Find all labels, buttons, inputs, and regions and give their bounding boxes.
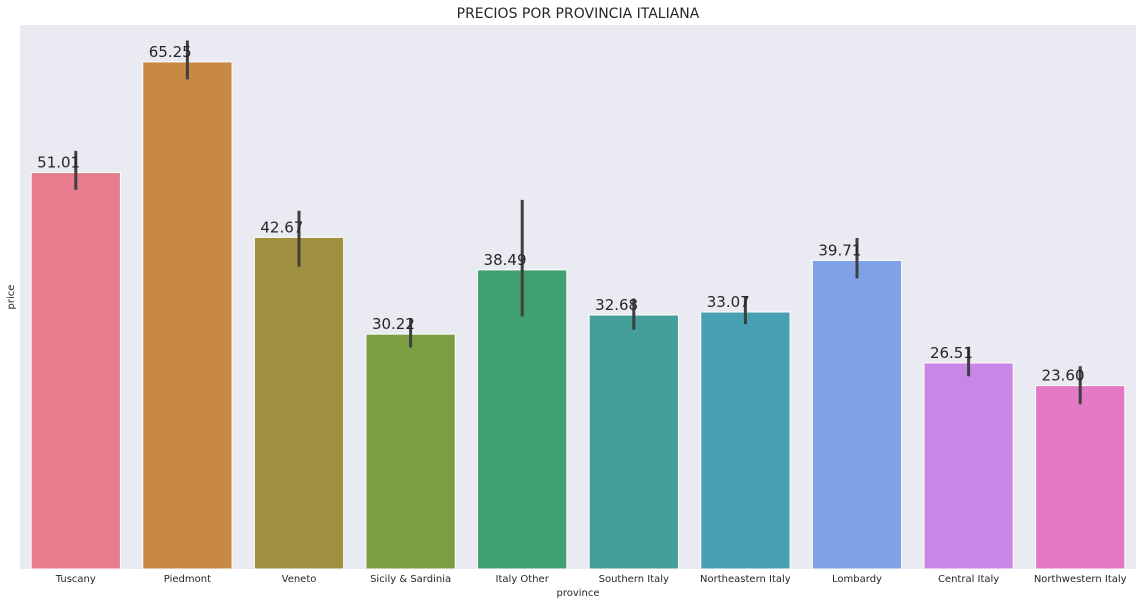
data-label-central-italy: 26.51 xyxy=(930,344,973,362)
bar-southern-italy xyxy=(588,314,679,570)
error-bars-group xyxy=(74,40,1082,405)
bar-central-italy xyxy=(923,362,1014,570)
x-tick-label-piedmont: Piedmont xyxy=(164,574,211,585)
x-tick-labels-group: Tuscany Piedmont Veneto Sicily & Sardinia It… xyxy=(55,574,1127,585)
data-label-veneto: 42.67 xyxy=(260,218,303,236)
data-label-tuscany: 51.01 xyxy=(37,154,80,172)
bar-northeastern-italy xyxy=(700,311,791,570)
x-tick-label-italy-other: Italy Other xyxy=(496,574,550,585)
data-label-northeastern-italy: 33.07 xyxy=(707,293,750,311)
x-tick-label-southern-italy: Southern Italy xyxy=(599,574,669,585)
x-tick-label-tuscany: Tuscany xyxy=(55,574,96,585)
bar-sicily-sardinia xyxy=(365,333,456,570)
data-label-southern-italy: 32.68 xyxy=(595,296,638,314)
x-tick-label-northeastern-italy: Northeastern Italy xyxy=(700,574,791,585)
bar-veneto xyxy=(253,236,345,570)
bars-group xyxy=(30,61,1126,570)
data-label-sicily-sardinia: 30.22 xyxy=(372,315,415,333)
bar-tuscany xyxy=(30,172,121,570)
data-label-piedmont: 65.25 xyxy=(149,43,192,61)
x-axis-label: province xyxy=(556,588,599,599)
bar-piedmont xyxy=(142,61,233,570)
bar-northwestern-italy xyxy=(1035,385,1126,570)
bar-lombardy xyxy=(811,259,903,570)
data-label-northwestern-italy: 23.60 xyxy=(1042,367,1085,385)
data-labels-group: 51.01 65.25 42.67 30.22 38.49 32.68 33.07 39.71… xyxy=(37,43,1084,385)
x-tick-label-northwestern-italy: Northwestern Italy xyxy=(1034,574,1127,585)
x-tick-label-central-italy: Central Italy xyxy=(938,574,999,585)
x-tick-label-lombardy: Lombardy xyxy=(832,574,882,585)
y-axis-label: price xyxy=(6,285,17,310)
bar-italy-other xyxy=(477,269,568,570)
x-tick-label-veneto: Veneto xyxy=(282,574,317,585)
x-tick-label-sicily-sardinia: Sicily & Sardinia xyxy=(370,574,451,585)
chart-title: PRECIOS POR PROVINCIA ITALIANA xyxy=(457,6,700,22)
data-label-lombardy: 39.71 xyxy=(818,241,861,259)
data-label-italy-other: 38.49 xyxy=(484,251,527,269)
